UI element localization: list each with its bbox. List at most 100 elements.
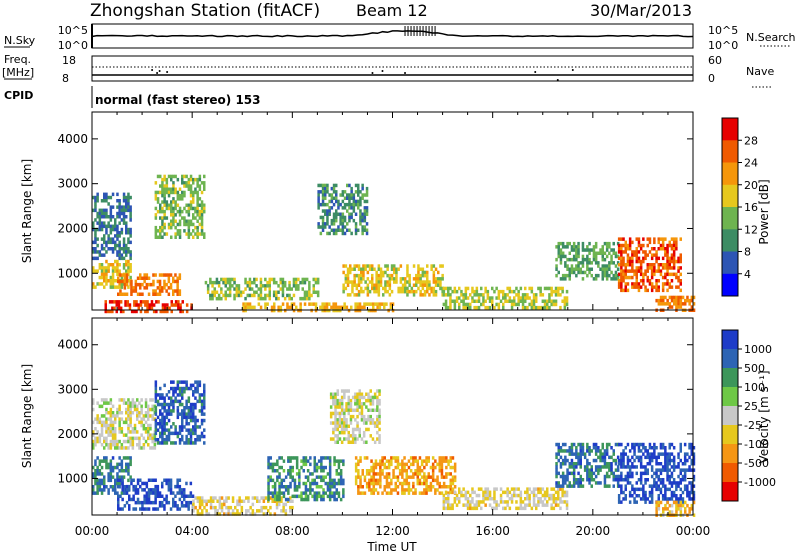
nsearch-tick-low: 10^0 [708, 39, 738, 52]
freq-point [571, 69, 574, 71]
colorbar-tick-label: 25 [744, 400, 758, 413]
velocity-panel: 1000 2000 3000 4000 Slant Range [km] [20, 317, 696, 517]
colorbar-swatch [722, 406, 738, 426]
power-panel: 1000 2000 3000 4000 Slant Range [km] [20, 111, 696, 314]
colorbar-tick-label: 8 [744, 246, 751, 259]
colorbar-swatch [722, 207, 738, 230]
freq-point [156, 72, 159, 74]
x-tick-label: 04:00 [175, 524, 210, 538]
nsky-tick-high: 10^5 [58, 24, 88, 37]
colorbar-swatch [722, 425, 738, 445]
colorbar-tick-label: 500 [744, 362, 765, 375]
x-tick-label: 00:00 [75, 524, 110, 538]
power-y-axis: 1000 2000 3000 4000 [57, 132, 693, 280]
colorbar-tick-label: -100 [744, 438, 769, 451]
colorbar-tick-label: 24 [744, 157, 758, 170]
data-region [442, 487, 569, 511]
power-heatmap [92, 174, 696, 314]
freq-point [151, 69, 154, 71]
power-colorbar: 4 8 12 16 20 24 28 [721, 117, 758, 297]
x-tick-label: 16:00 [475, 524, 510, 538]
colorbar-swatch [722, 368, 738, 388]
data-region [242, 302, 395, 313]
x-tick-label: 20:00 [576, 524, 611, 538]
colorbar-tick-label: 12 [744, 223, 758, 236]
y-tick-label: 3000 [57, 177, 88, 191]
colorbar-swatch [722, 330, 738, 350]
colorbar-tick-label: 16 [744, 201, 758, 214]
beam-title: Beam 12 [356, 1, 428, 20]
colorbar-frame [721, 329, 739, 502]
data-region [204, 277, 320, 301]
colorbar-swatch [722, 251, 738, 275]
x-axis-label: Time UT [366, 540, 417, 554]
freq-frame [91, 55, 694, 82]
data-region [617, 237, 682, 293]
freq-unit: [MHz] [2, 66, 34, 79]
x-tick-label: 00:00 [676, 524, 711, 538]
data-region [92, 398, 157, 450]
nsky-trace [91, 30, 694, 38]
nsky-spikes [91, 24, 436, 48]
y-tick-label: 2000 [57, 221, 88, 235]
data-region [154, 174, 206, 239]
data-region [555, 442, 620, 488]
nsearch-label: N.Search [746, 31, 796, 44]
y-tick-label: 2000 [57, 427, 88, 441]
colorbar-swatch [722, 229, 738, 252]
data-region [555, 241, 620, 281]
data-region [117, 478, 195, 511]
colorbar-swatch [722, 162, 738, 186]
freq-point [158, 70, 161, 72]
cpid-text: normal (fast stereo) 153 [95, 93, 261, 107]
station-title: Zhongshan Station (fitACF) [90, 1, 320, 21]
nsearch-tick-high: 10^5 [708, 24, 738, 37]
data-region [92, 192, 132, 261]
cpid-label: CPID [4, 89, 33, 102]
data-region [354, 456, 457, 495]
colorbar-tick-label: -500 [744, 457, 769, 470]
y-tick-label: 1000 [57, 471, 88, 485]
colorbar-swatch [722, 444, 738, 464]
nave-tick-low: 0 [708, 72, 715, 85]
nsky-tick-low: 10^0 [58, 39, 88, 52]
y-tick-label: 1000 [57, 266, 88, 280]
colorbar-swatch [722, 463, 738, 483]
colorbar-tick-label: -25 [744, 419, 762, 432]
nave-tick-high: 60 [708, 54, 722, 67]
colorbar-tick-label: 28 [744, 134, 758, 147]
data-region [267, 456, 345, 502]
data-region [329, 389, 381, 444]
x-axis: 00:00 04:00 08:00 12:00 16:00 20:00 00:00 [75, 112, 711, 538]
freq-point [381, 70, 384, 72]
freq-scatter [151, 69, 574, 81]
y-tick-label: 4000 [57, 338, 88, 352]
data-region [317, 183, 369, 236]
colorbar-tick-label: 1000 [744, 343, 772, 356]
freq-tick-low: 8 [62, 72, 69, 85]
freq-point [534, 71, 537, 73]
colorbar-swatch [722, 184, 738, 208]
colorbar-tick-label: 4 [744, 268, 751, 281]
colorbar-swatch [722, 273, 738, 297]
freq-tick-high: 18 [62, 54, 76, 67]
freq-label: Freq. [4, 53, 31, 66]
data-region [117, 273, 182, 296]
data-region [154, 380, 206, 445]
velocity-colorbar: 1000 500 100 25 -25 -100 -500 -1000 [721, 329, 776, 502]
colorbar-swatch [722, 387, 738, 407]
data-region [104, 300, 193, 314]
data-region [617, 442, 696, 504]
nave-label: Nave [746, 65, 774, 78]
colorbar-swatch [722, 118, 738, 141]
velocity-y-axis: 1000 2000 3000 4000 [57, 338, 693, 485]
power-colorbar-label: Power [dB] [757, 179, 771, 244]
x-tick-label: 08:00 [275, 524, 310, 538]
cpid-panel: CPID normal (fast stereo) 153 [4, 86, 261, 108]
freq-point [371, 72, 374, 74]
colorbar-swatch [722, 482, 738, 502]
freq-point [404, 72, 407, 74]
x-tick-label: 12:00 [375, 524, 410, 538]
data-region [192, 496, 294, 516]
